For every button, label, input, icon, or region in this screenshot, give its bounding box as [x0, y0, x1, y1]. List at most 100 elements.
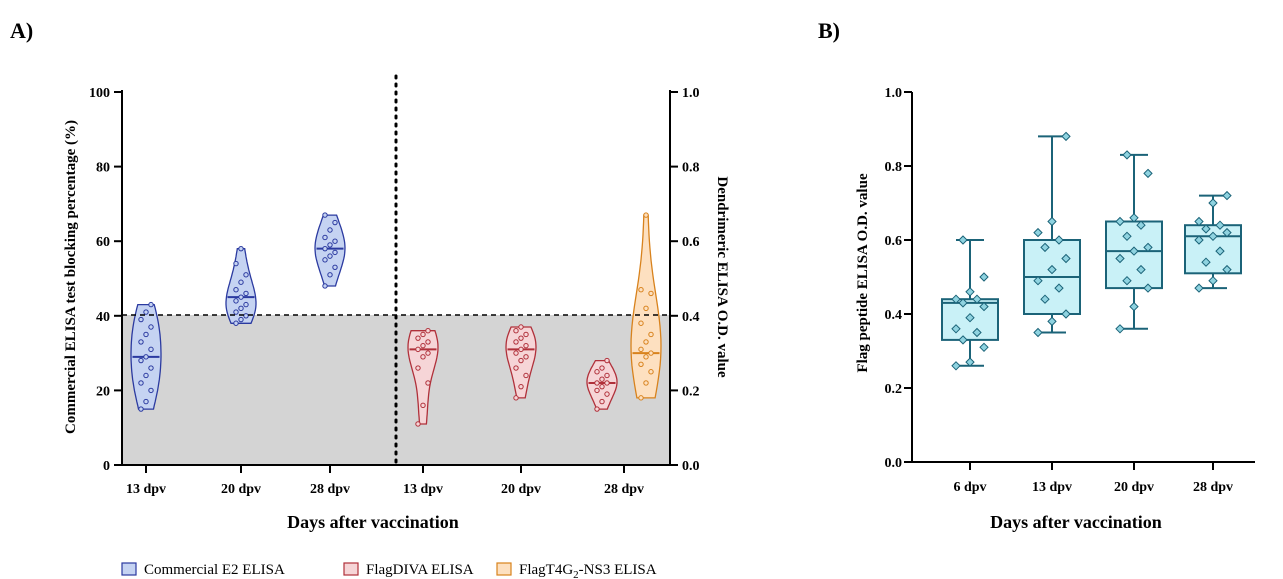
panel-b-ticks: 0.0 0.2 0.4 0.6 0.8 1.0 6 dpv 13 dpv 20 dpv 28 dp…	[885, 86, 1234, 495]
data-point	[513, 365, 519, 371]
data-point	[643, 354, 649, 360]
data-point	[1215, 246, 1225, 256]
data-point	[643, 212, 649, 218]
x-axis-label-b: Days after vaccination	[990, 512, 1162, 532]
data-point	[420, 331, 426, 338]
data-point	[958, 335, 968, 345]
data-point	[1201, 257, 1211, 267]
x-tick-label-b: 28 dpv	[1193, 480, 1233, 495]
data-point	[332, 249, 338, 256]
data-point	[1143, 168, 1153, 179]
data-point	[599, 383, 605, 390]
data-point	[138, 357, 144, 364]
data-point	[972, 327, 982, 338]
data-point	[143, 331, 149, 338]
data-point	[648, 290, 654, 297]
data-point	[594, 380, 600, 386]
data-point	[238, 294, 244, 300]
data-point	[1208, 231, 1218, 242]
data-point	[1122, 150, 1132, 160]
data-point	[1047, 316, 1057, 327]
data-point	[243, 301, 249, 308]
data-point	[965, 312, 975, 323]
data-point	[638, 395, 644, 401]
data-point	[523, 372, 529, 379]
data-point	[638, 346, 644, 353]
data-point	[518, 346, 524, 353]
data-point	[148, 346, 154, 353]
data-point	[594, 369, 600, 375]
data-point	[1129, 213, 1139, 223]
y-tick-label-b: 0.8	[885, 160, 903, 175]
data-point	[1040, 294, 1050, 304]
data-point	[238, 245, 244, 252]
data-point	[604, 372, 610, 379]
data-point	[415, 421, 421, 427]
data-point	[1222, 264, 1232, 275]
data-point	[1201, 224, 1211, 234]
data-point	[415, 346, 421, 353]
data-point	[979, 342, 989, 353]
x-tick-label-a: 13 dpv	[126, 482, 166, 497]
data-point	[638, 361, 644, 367]
data-point	[233, 298, 239, 304]
right-y-tick-label: 0.6	[682, 235, 700, 250]
data-point	[523, 342, 529, 349]
box-layer	[941, 131, 1242, 371]
data-point	[965, 357, 975, 367]
violin	[225, 248, 257, 324]
data-point	[1222, 227, 1232, 238]
data-point	[420, 342, 426, 349]
data-point	[322, 212, 328, 218]
data-point	[327, 253, 333, 259]
data-point	[518, 383, 524, 390]
data-point	[965, 287, 975, 297]
data-point	[425, 328, 431, 334]
data-point	[1047, 216, 1057, 227]
data-point	[643, 305, 649, 312]
left-y-tick-label: 80	[96, 161, 110, 176]
x-tick-label-a: 28 dpv	[310, 482, 350, 497]
data-point	[1033, 275, 1043, 286]
data-point	[1194, 216, 1204, 227]
data-point	[138, 316, 144, 323]
data-point	[518, 324, 524, 330]
data-point	[1047, 264, 1057, 275]
data-point	[148, 387, 154, 394]
right-y-tick-label: 0.8	[682, 161, 700, 176]
data-point	[327, 272, 333, 278]
x-tick-label-b: 13 dpv	[1032, 480, 1072, 495]
data-point	[951, 294, 961, 304]
data-point	[1208, 275, 1218, 286]
data-point	[233, 320, 239, 326]
data-point	[604, 391, 610, 397]
data-point	[420, 354, 426, 360]
legend: Commercial E2 ELISA FlagDIVA ELISA FlagT4G…	[121, 562, 657, 579]
x-tick-label-a: 20 dpv	[221, 482, 261, 497]
data-point	[332, 219, 338, 226]
violin-layer	[130, 212, 662, 427]
data-point	[638, 286, 644, 293]
x-tick-label-a: 13 dpv	[403, 482, 443, 497]
data-point	[425, 380, 431, 386]
data-point	[233, 309, 239, 315]
y-tick-label-b: 0.6	[885, 234, 903, 249]
data-point	[523, 331, 529, 338]
data-point	[1194, 235, 1204, 245]
data-point	[599, 398, 605, 405]
data-point	[1136, 220, 1146, 230]
data-point	[513, 395, 519, 401]
data-point	[1222, 190, 1232, 201]
data-point	[1033, 227, 1043, 238]
data-point	[1054, 235, 1064, 245]
data-point	[148, 301, 154, 308]
x-tick-label-a: 20 dpv	[501, 482, 541, 497]
legend-swatch	[343, 562, 359, 576]
y-tick-label-b: 0.4	[885, 308, 903, 323]
panel-a: A) 0 20 40 60 80 100 0.0 0.2 0.4 0.6 0.8 1.0 13 dpv 2…	[10, 18, 730, 532]
data-point	[143, 398, 149, 405]
data-point	[243, 313, 249, 319]
data-point	[322, 234, 328, 241]
data-point	[604, 357, 610, 364]
